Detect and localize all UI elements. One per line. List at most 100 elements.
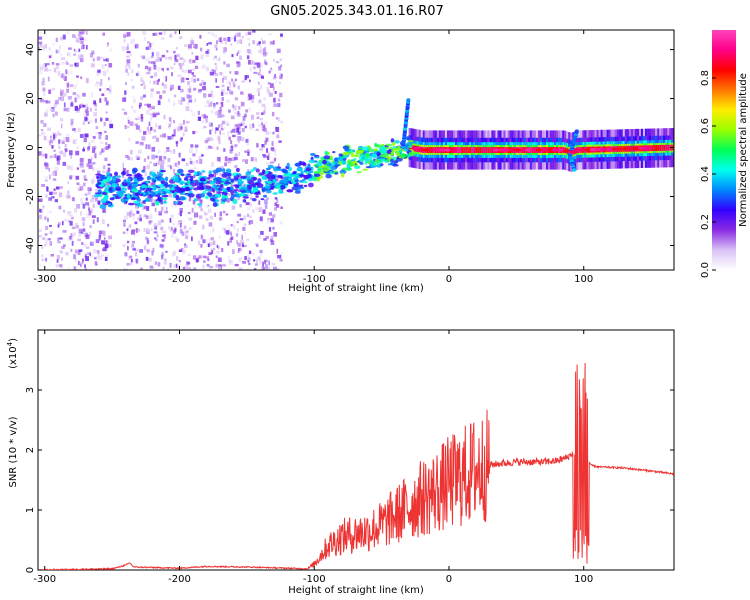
- noise-speck: [148, 46, 152, 50]
- noise-speck: [227, 131, 230, 136]
- colorbar-tick-label: 0.2: [700, 214, 711, 230]
- ridge-blob: [94, 193, 100, 198]
- ridge-blob: [279, 179, 285, 184]
- noise-speck: [280, 120, 284, 124]
- colorbar-tick-label: 0.6: [700, 118, 711, 134]
- noise-speck: [60, 36, 63, 41]
- noise-speck: [226, 123, 230, 126]
- noise-speck: [126, 263, 131, 266]
- noise-speck: [242, 226, 246, 231]
- noise-speck: [78, 184, 83, 187]
- noise-speck: [104, 130, 107, 133]
- noise-speck: [92, 219, 95, 224]
- noise-speck: [100, 79, 103, 84]
- noise-speck: [82, 121, 85, 125]
- noise-speck: [268, 131, 272, 135]
- spectral-band: [473, 147, 476, 153]
- noise-speck: [224, 228, 226, 234]
- peak-blob: [535, 148, 543, 152]
- noise-speck: [228, 227, 231, 232]
- noise-speck: [249, 79, 251, 83]
- noise-speck: [143, 133, 145, 137]
- noise-speck: [86, 163, 91, 168]
- noise-speck: [61, 140, 65, 144]
- noise-speck: [160, 160, 165, 165]
- ridge-blob: [132, 167, 138, 173]
- noise-speck: [280, 206, 283, 209]
- noise-speck: [166, 67, 169, 71]
- noise-speck: [218, 124, 221, 128]
- noise-speck: [143, 85, 146, 90]
- noise-speck: [268, 70, 271, 74]
- peak-blob: [578, 148, 586, 152]
- noise-speck: [126, 63, 129, 67]
- noise-speck: [253, 71, 257, 74]
- noise-speck: [209, 122, 213, 127]
- noise-speck: [258, 41, 261, 45]
- noise-speck: [61, 257, 63, 261]
- noise-speck: [92, 162, 96, 165]
- noise-speck: [218, 139, 221, 145]
- noise-speck: [215, 65, 218, 71]
- noise-speck: [234, 153, 238, 157]
- noise-speck: [122, 173, 124, 178]
- noise-speck: [243, 223, 247, 227]
- noise-speck: [271, 141, 274, 147]
- noise-speck: [227, 37, 231, 42]
- noise-speck: [54, 153, 57, 158]
- noise-speck: [60, 118, 64, 122]
- noise-speck: [105, 142, 108, 146]
- noise-speck: [75, 109, 80, 114]
- noise-speck: [163, 76, 166, 79]
- noise-speck: [278, 140, 282, 143]
- noise-speck: [206, 43, 209, 46]
- ridge-blob: [176, 201, 184, 206]
- noise-speck: [260, 220, 264, 224]
- ridge-blob: [157, 173, 164, 177]
- ridge-blob: [346, 164, 351, 167]
- noise-speck: [131, 106, 134, 109]
- noise-speck: [85, 246, 90, 249]
- noise-speck: [179, 57, 184, 60]
- noise-speck: [251, 192, 253, 198]
- noise-speck: [165, 76, 168, 81]
- y-tick-label: 3: [25, 387, 36, 393]
- noise-speck: [234, 37, 236, 42]
- noise-speck: [161, 234, 165, 237]
- noise-speck: [151, 154, 156, 160]
- ridge-blob: [174, 177, 179, 182]
- noise-speck: [221, 84, 223, 87]
- noise-speck: [137, 63, 140, 68]
- ridge-blob: [127, 185, 132, 190]
- noise-speck: [66, 71, 70, 75]
- noise-speck: [58, 45, 61, 50]
- noise-speck: [106, 88, 110, 91]
- noise-speck: [87, 121, 90, 124]
- noise-speck: [273, 103, 277, 107]
- noise-speck: [94, 82, 99, 87]
- noise-speck: [153, 72, 158, 77]
- noise-speck: [227, 86, 229, 91]
- ridge-blob: [154, 190, 160, 194]
- noise-speck: [177, 222, 181, 227]
- ridge-blob: [403, 148, 408, 152]
- noise-speck: [97, 69, 101, 73]
- noise-speck: [256, 143, 259, 148]
- noise-speck: [125, 68, 128, 73]
- noise-speck: [151, 266, 154, 269]
- ridge-blob: [206, 192, 212, 196]
- noise-speck: [248, 250, 252, 255]
- noise-speck: [216, 102, 219, 105]
- ridge-blob: [394, 140, 400, 144]
- noise-speck: [194, 98, 196, 103]
- ridge-blob: [143, 199, 147, 203]
- noise-speck: [102, 32, 105, 36]
- noise-speck: [181, 231, 185, 236]
- ridge-blob: [342, 151, 350, 156]
- noise-speck: [227, 241, 230, 246]
- noise-speck: [248, 95, 253, 100]
- noise-speck: [123, 111, 128, 115]
- ridge-blob: [162, 197, 168, 200]
- noise-speck: [145, 236, 148, 241]
- ridge-blob: [408, 151, 416, 156]
